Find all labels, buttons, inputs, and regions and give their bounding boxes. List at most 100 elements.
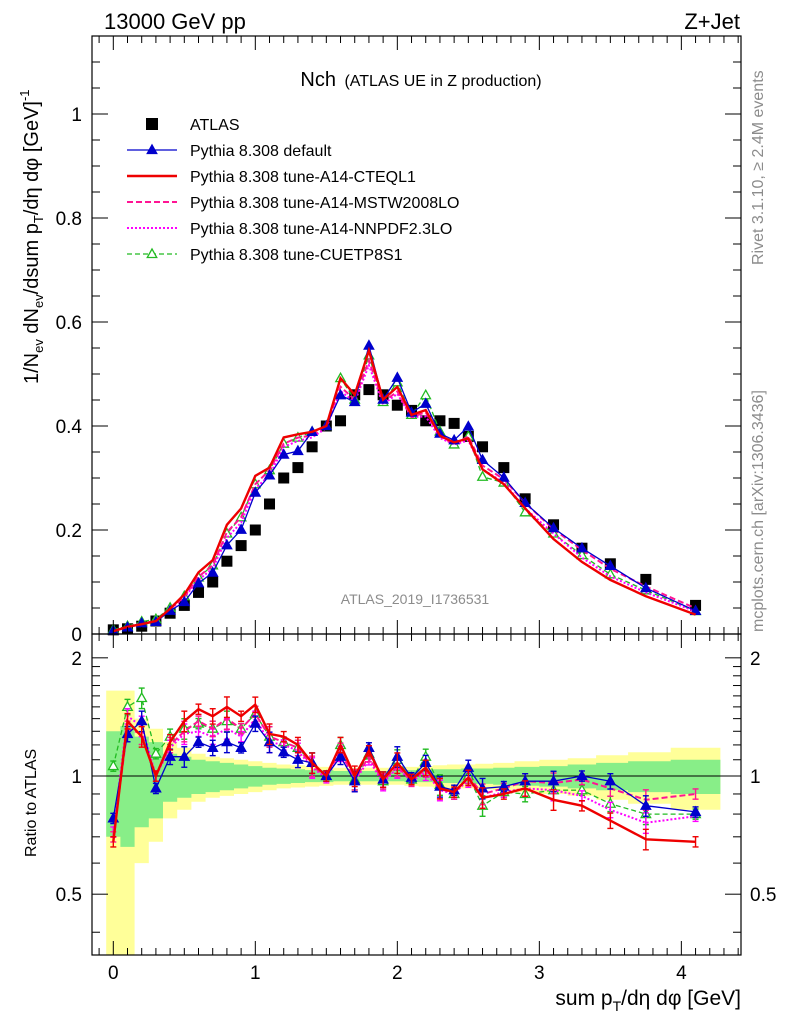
series-1-ratio-point (604, 774, 617, 786)
series-1-main-point (249, 486, 262, 497)
atlas-point (264, 498, 276, 510)
series-1-main-point (348, 395, 361, 407)
series-5-main-point (604, 567, 617, 579)
series-1-ratio-point (164, 750, 176, 761)
series-1-main-point (221, 538, 233, 550)
series-1-main-point (178, 595, 191, 607)
series-1-main-point (292, 444, 304, 456)
x-axis-label: sum pT/dη dφ [GeV] (555, 987, 741, 1014)
series-5-ratio-point (107, 759, 120, 771)
ratio-axes: 0 1 2 3 4 0.5 0.5 1 1 2 2 (56, 634, 776, 984)
legend-marker (146, 247, 158, 259)
series-4-main-line (113, 362, 696, 632)
ratio-ylabel: Ratio to ATLAS (23, 749, 40, 857)
y-tick-label-ratio-right: 2 (750, 649, 761, 670)
y-tick-label-main: 1 (71, 105, 82, 126)
series-1-main-line (113, 345, 696, 632)
series-1-ratio-point (150, 782, 162, 793)
y-tick-label-ratio-right: 1 (750, 767, 761, 788)
rivet-label: Rivet 3.1.10, ≥ 2.4M events (750, 70, 767, 265)
legend-label: Pythia 8.308 tune-CUETP8S1 (190, 247, 403, 264)
series-5-ratio-point (135, 691, 148, 703)
series-1-main-point (462, 420, 475, 431)
legend-label: Pythia 8.308 tune-A14-MSTW2008LO (190, 195, 459, 212)
legend-marker-atlas (146, 118, 158, 130)
ratio-frame (91, 633, 742, 956)
series-1-ratio-point (576, 769, 588, 781)
series-1-ratio-point (221, 735, 233, 747)
series-3-main-line (113, 357, 697, 633)
y-tick-label-main: 0.6 (56, 313, 82, 334)
series-5-main-point (476, 470, 489, 481)
x-tick-label: 4 (676, 963, 687, 984)
legend-label: ATLAS (190, 117, 240, 134)
ratio-panel: 0 1 2 3 4 0.5 0.5 1 1 2 2 (56, 633, 776, 984)
atlas-point (477, 441, 489, 453)
y-tick-label-ratio-right: 0.5 (750, 885, 776, 906)
y-tick-label-ratio: 0.5 (56, 885, 82, 906)
series-1-ratio-point (249, 717, 262, 728)
plot-title: Nch (ATLAS UE in Z production) (300, 69, 541, 91)
plot-title-main: Nch (300, 69, 336, 91)
atlas-point (292, 462, 304, 474)
series-1-ratio-point (235, 741, 247, 752)
plot-title-sub: (ATLAS UE in Z production) (344, 73, 541, 90)
x-tick-label: 1 (250, 963, 261, 984)
atlas-point (420, 415, 432, 427)
series-1-main-point (192, 576, 205, 588)
x-tick-label: 3 (534, 963, 545, 984)
atlas-point (207, 576, 219, 588)
atlas-point (363, 384, 375, 396)
legend-label: Pythia 8.308 tune-A14-NNPDF2.3LO (190, 221, 452, 238)
series-2-ratio-line (112, 702, 696, 843)
y-tick-label-ratio: 1 (71, 767, 82, 788)
series-1-main-point (576, 541, 588, 553)
series-1-ratio-line (112, 719, 696, 819)
y-tick-label-main: 0.2 (56, 521, 82, 542)
series-1-main-point (334, 388, 347, 400)
main-ylabel: 1/Nev dNev/dsum pT/dη dφ [GeV]-1 (17, 89, 46, 384)
atlas-point (221, 555, 233, 567)
x-tick-label: 2 (392, 963, 403, 984)
x-tick-label: 0 (108, 963, 119, 984)
main-marks (107, 339, 702, 636)
legend-entry: Pythia 8.308 tune-A14-CTEQL1 (127, 169, 416, 186)
ratio-band-inner (106, 726, 721, 847)
y-tick-label-main: 0.4 (56, 417, 83, 438)
series-1-ratio-point (639, 799, 652, 810)
series-1-ratio-point (547, 774, 560, 786)
atlas-point (448, 417, 460, 429)
series-1-main-point (391, 371, 404, 382)
main-panel: 0 0.2 0.4 0.6 0.8 1 Nch (ATLAS UE in Z produc… (56, 35, 742, 646)
legend-label: Pythia 8.308 default (190, 143, 332, 160)
header-process: Z+Jet (684, 9, 740, 34)
y-tick-label-main: 0.8 (56, 209, 82, 230)
legend-entry: Pythia 8.308 default (127, 143, 332, 160)
series-1-ratio-point (277, 745, 290, 757)
atlas-point (434, 415, 446, 427)
series-1-main-point (476, 453, 489, 465)
legend-entry: Pythia 8.308 tune-CUETP8S1 (127, 247, 403, 264)
series-1-ratio-point (689, 805, 702, 817)
series-1-ratio-point (192, 735, 205, 747)
series-1-main-point (206, 566, 219, 577)
series-1-main-point (639, 581, 652, 593)
legend-label: Pythia 8.308 tune-A14-CTEQL1 (190, 169, 416, 186)
y-tick-label-ratio: 2 (71, 649, 82, 670)
series-1-main-point (497, 471, 510, 482)
series-1-main-point (547, 521, 560, 533)
series-1-ratio-point (178, 750, 191, 761)
series-1-main-point (235, 523, 247, 534)
atlas-point (193, 586, 205, 598)
atlas-point (335, 415, 347, 427)
header-energy: 13000 GeV pp (104, 9, 246, 34)
atlas-point (391, 399, 403, 411)
atlas-point (498, 462, 510, 474)
series-2-main-line (112, 346, 697, 633)
series-1-main-point (263, 469, 276, 480)
y-tick-label-main: 0 (71, 625, 82, 646)
atlas-point (235, 540, 247, 552)
series-1-main-point (604, 559, 617, 571)
series-5-ratio-point (150, 747, 162, 758)
